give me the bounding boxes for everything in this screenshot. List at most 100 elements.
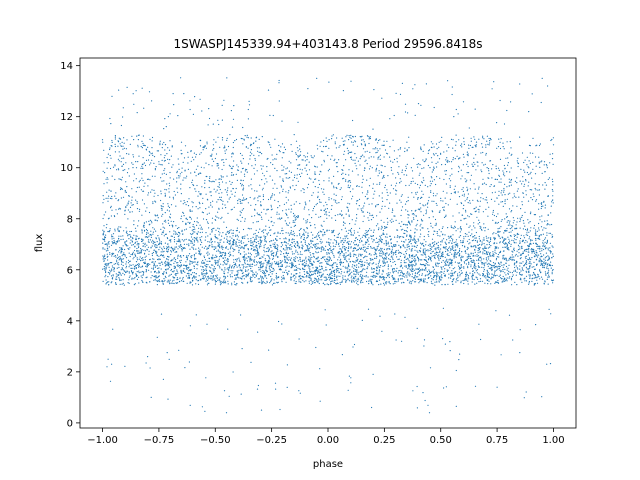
data-point [107,271,109,274]
data-point [119,155,121,157]
data-point [294,174,296,176]
data-point [209,180,211,183]
data-point [525,239,527,242]
data-point [378,183,381,185]
data-point [383,140,385,142]
data-point [110,270,112,272]
data-point [333,185,335,187]
data-point [361,270,363,272]
data-point [348,215,350,217]
data-point [162,273,164,275]
data-point [375,237,378,239]
data-point [273,245,275,247]
data-point [172,93,174,95]
data-point [315,213,317,215]
data-point [506,280,508,282]
data-point [308,244,311,246]
data-point [497,213,499,215]
data-point [336,271,338,273]
data-point [273,233,275,235]
data-point [172,226,174,228]
data-point [116,254,119,256]
data-point [277,218,279,220]
data-point [527,219,529,221]
data-point [362,274,364,276]
data-point [539,216,541,218]
data-point [513,270,515,272]
data-point [544,238,546,240]
data-point [320,188,323,190]
data-point [547,263,549,265]
data-point [425,211,428,213]
data-point [205,193,207,195]
data-point [375,241,377,244]
data-point [486,202,488,204]
data-point [233,160,235,162]
data-point [145,269,147,271]
data-point [114,178,116,181]
data-point [347,150,349,152]
data-point [164,275,166,277]
data-point [374,276,376,278]
data-point [262,269,264,272]
data-point [375,139,377,141]
data-point [135,161,137,163]
data-point [323,276,325,278]
data-point [330,281,332,283]
data-point [345,280,347,282]
data-point [302,188,304,190]
data-point [535,253,537,256]
data-point [471,240,473,242]
data-point [154,192,156,194]
data-point [209,177,211,179]
data-point [160,261,163,263]
data-point [111,209,113,211]
data-point [534,274,536,276]
data-point [141,165,143,167]
data-point [529,267,531,269]
data-point [132,271,134,273]
data-point [266,232,268,235]
data-point [520,274,522,276]
data-point [338,242,340,244]
data-point [271,278,273,280]
data-point [176,270,178,272]
data-point [361,186,363,188]
data-point [172,198,175,200]
data-point [299,274,301,277]
data-point [158,237,160,239]
data-point [277,261,279,263]
data-point [289,247,291,249]
data-point [293,215,295,217]
data-point [335,147,337,149]
data-point [518,273,521,275]
data-point [330,282,332,285]
data-point [262,198,264,201]
data-point [199,145,202,147]
data-point [197,222,199,224]
data-point [152,268,154,270]
data-point [389,260,392,263]
data-point [239,200,241,203]
data-point [497,146,500,148]
data-point [297,267,299,269]
data-point [243,173,246,175]
data-point [525,194,527,196]
data-point [452,159,454,161]
data-point [488,237,490,239]
data-point [271,154,273,156]
data-point [247,108,249,111]
data-point [244,259,246,261]
data-point [149,367,151,369]
data-point [474,227,476,229]
data-point [158,270,160,272]
data-point [508,238,510,240]
data-point [114,143,116,145]
data-point [270,246,272,248]
data-point [102,170,104,172]
data-point [120,260,122,262]
data-point [172,259,174,261]
data-point [381,227,383,229]
data-point [156,272,158,274]
data-point [178,163,180,165]
